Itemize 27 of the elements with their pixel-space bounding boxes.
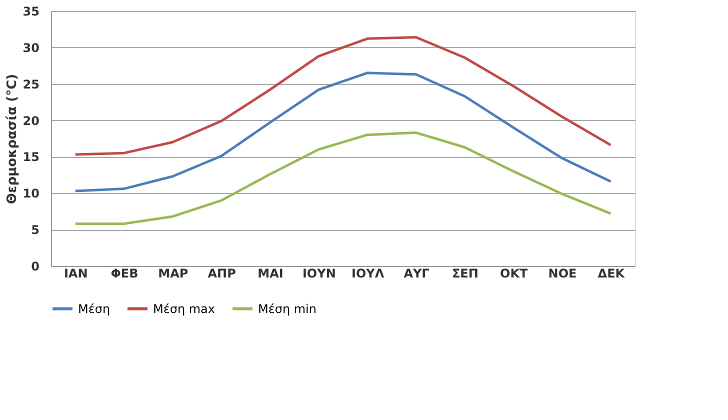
y-tick-label: 30	[22, 40, 40, 55]
x-tick-label: ΦΕΒ	[110, 266, 138, 280]
x-tick-label: ΜΑΡ	[158, 266, 188, 280]
x-tick-label: ΑΠΡ	[208, 266, 236, 280]
legend-label: Μέση	[78, 302, 110, 316]
x-tick-label: ΙΑΝ	[64, 266, 88, 280]
y-tick-label: 10	[22, 186, 40, 201]
x-tick-label: ΜΑΙ	[258, 266, 284, 280]
legend-label: Μέση min	[258, 302, 316, 316]
line-series	[74, 72, 612, 192]
y-tick-label: 35	[22, 4, 40, 18]
x-tick-label: ΟΚΤ	[500, 266, 528, 280]
y-tick-label: 15	[22, 150, 40, 164]
x-tick-label: ΑΥΓ	[404, 266, 430, 280]
y-tick-label: 25	[22, 77, 40, 92]
y-tick-label: 20	[22, 114, 40, 128]
x-tick-label: ΔΕΚ	[598, 266, 626, 280]
y-tick-label: 0	[31, 260, 40, 274]
line-series	[74, 36, 612, 156]
x-tick-label: ΝΟΕ	[548, 266, 577, 280]
line-series	[74, 131, 612, 225]
x-tick-label: ΙΟΥΛ	[352, 266, 385, 280]
x-tick-label: ΣΕΠ	[452, 266, 478, 280]
x-tick-label: ΙΟΥΝ	[302, 266, 336, 280]
y-tick-label: 5	[31, 223, 40, 238]
y-axis-title: Θερμοκρασία (°C)	[4, 74, 20, 204]
legend-label: Μέση max	[153, 302, 216, 316]
